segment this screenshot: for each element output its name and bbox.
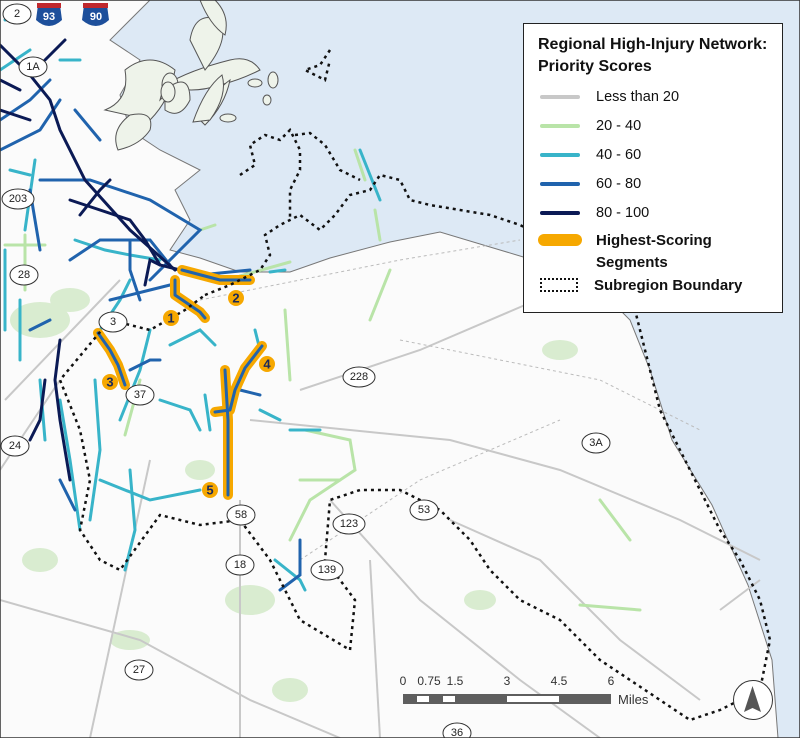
svg-text:58: 58 (235, 509, 247, 521)
legend-label: 40 - 60 (596, 146, 642, 163)
interstate-shield-93: 93 (36, 3, 62, 26)
svg-text:28: 28 (18, 269, 30, 281)
scale-tick-label: 6 (607, 674, 615, 688)
svg-text:53: 53 (418, 504, 430, 516)
route-shields: 2 1A 203 28 3 37 24 228 3A 53 58 123 18 … (0, 3, 611, 738)
segment-marker-4: 4 (259, 356, 275, 372)
legend-label: 20 - 40 (596, 117, 642, 134)
scale-tick-label: 3 (503, 674, 511, 688)
route-shield-228: 228 (342, 366, 376, 388)
route-shield-18: 18 (225, 554, 255, 576)
segment-marker-1: 1 (163, 310, 179, 326)
highest-scoring-segments (93, 265, 267, 500)
svg-text:3A: 3A (589, 437, 603, 449)
legend-item-subregion-boundary: Subregion Boundary (538, 273, 768, 297)
svg-text:37: 37 (134, 389, 146, 401)
scale-tick-label: 0.75 (417, 674, 441, 688)
legend-item-60-80: 60 - 80 (538, 169, 768, 198)
interstate-shield-90: 90 (82, 3, 109, 26)
route-shield-3: 3 (98, 311, 128, 333)
legend-label: 60 - 80 (596, 175, 642, 192)
north-arrow-icon (733, 680, 773, 720)
route-shield-3A: 3A (581, 432, 611, 454)
segment-marker-3: 3 (102, 374, 118, 390)
map-legend: Regional High-Injury Network: Priority S… (523, 23, 783, 313)
segment-marker-5: 5 (202, 482, 218, 498)
svg-text:90: 90 (90, 11, 102, 23)
scale-tick-label: 4.5 (550, 674, 568, 688)
segment-marker-2: 2 (228, 290, 244, 306)
islands (103, 0, 279, 151)
legend-item-40-60: 40 - 60 (538, 140, 768, 169)
swatch-light-green (540, 123, 580, 128)
route-shield-2: 2 (2, 3, 32, 25)
legend-item-highest-scoring: Highest-Scoring (538, 229, 768, 251)
svg-text:1: 1 (167, 311, 174, 326)
legend-item-highest-scoring-line2: Segments (538, 251, 768, 273)
svg-text:203: 203 (9, 193, 27, 205)
svg-text:24: 24 (9, 440, 21, 452)
legend-label: Segments (596, 253, 668, 271)
svg-text:139: 139 (318, 564, 336, 576)
svg-text:5: 5 (206, 483, 213, 498)
swatch-cyan (540, 152, 580, 157)
svg-text:27: 27 (133, 664, 145, 676)
scale-tick-label: 0 (399, 674, 407, 688)
legend-label: Less than 20 (596, 88, 680, 105)
route-shield-1A: 1A (18, 56, 48, 78)
scale-units: Miles (618, 692, 649, 707)
route-shield-36: 36 (442, 722, 472, 738)
svg-text:228: 228 (350, 371, 368, 383)
svg-text:2: 2 (14, 8, 20, 20)
svg-text:93: 93 (43, 11, 55, 23)
route-shield-28: 28 (9, 264, 39, 286)
scale-bar-graphic (403, 694, 611, 704)
route-shield-37: 37 (125, 384, 155, 406)
route-shield-53: 53 (409, 499, 439, 521)
legend-item-less-than-20: Less than 20 (538, 82, 768, 111)
legend-item-80-100: 80 - 100 (538, 198, 768, 227)
route-shield-203: 203 (1, 188, 35, 210)
scale-bar: 0 0.75 1.5 3 4.5 6 Miles (398, 674, 649, 714)
swatch-orange (538, 234, 582, 246)
legend-label: Highest-Scoring (596, 231, 712, 249)
svg-text:18: 18 (234, 559, 246, 571)
svg-text:3: 3 (106, 375, 113, 390)
route-shield-24: 24 (0, 435, 30, 457)
legend-label: 80 - 100 (596, 204, 650, 221)
svg-text:3: 3 (110, 316, 116, 328)
local-roads-dashed (199, 239, 701, 561)
roads-20-40 (3, 148, 642, 612)
svg-text:36: 36 (451, 727, 463, 738)
svg-text:123: 123 (340, 518, 358, 530)
legend-title-line2: Priority Scores (538, 58, 652, 75)
segment-markers: 1 2 3 4 5 (102, 290, 275, 498)
subregion-boundary-north (239, 49, 361, 220)
svg-text:4: 4 (263, 357, 271, 372)
subregion-boundary (58, 173, 772, 722)
swatch-blue (540, 181, 580, 186)
svg-text:2: 2 (232, 291, 239, 306)
svg-text:1A: 1A (26, 61, 40, 73)
route-shield-58: 58 (226, 504, 256, 526)
legend-title-line1: Regional High-Injury Network: (538, 36, 768, 53)
swatch-dotted-boundary (540, 278, 578, 292)
swatch-navy (540, 210, 580, 215)
route-shield-139: 139 (310, 559, 344, 581)
legend-item-20-40: 20 - 40 (538, 111, 768, 140)
route-shield-123: 123 (332, 513, 366, 535)
route-shield-27: 27 (124, 659, 154, 681)
legend-label: Subregion Boundary (594, 276, 743, 294)
swatch-gray (540, 94, 580, 99)
scale-tick-label: 1.5 (446, 674, 464, 688)
